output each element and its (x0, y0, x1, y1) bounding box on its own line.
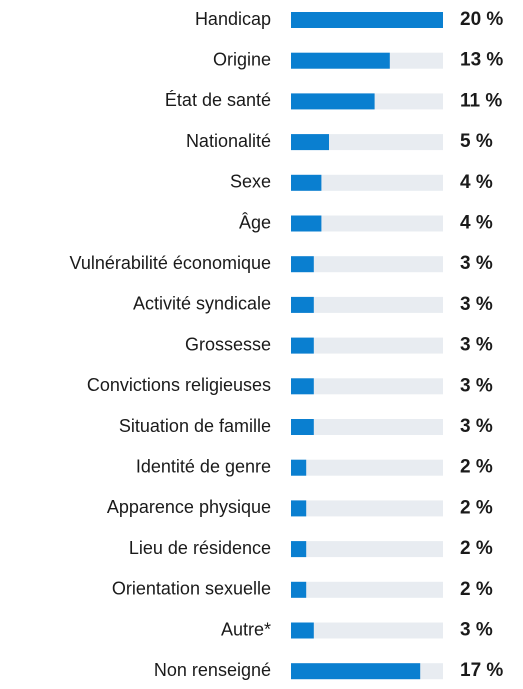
value-label: 2 % (460, 497, 493, 518)
bar (291, 296, 314, 313)
value-label: 3 % (460, 335, 493, 356)
bar-track (291, 256, 443, 273)
value-label: 4 % (460, 213, 493, 234)
bar-track (291, 378, 443, 395)
bar-track (291, 337, 443, 354)
category-label: Âge (239, 212, 271, 232)
value-label: 3 % (460, 620, 493, 641)
bar-track (291, 459, 443, 476)
bar (291, 134, 329, 151)
bar-track (291, 296, 443, 313)
value-label: 5 % (460, 131, 493, 152)
value-label: 13 % (460, 50, 503, 71)
category-label: Grossesse (185, 334, 271, 354)
category-label: Handicap (195, 9, 271, 29)
bar (291, 500, 307, 517)
value-label: 17 % (460, 660, 503, 681)
bar-track (291, 215, 443, 232)
bar (291, 622, 314, 639)
category-label: Origine (213, 49, 271, 69)
bar (291, 541, 307, 558)
category-label: Vulnérabilité économique (70, 253, 271, 273)
value-label: 3 % (460, 416, 493, 437)
category-label: Autre* (221, 619, 271, 639)
bar (291, 581, 307, 598)
bar (291, 378, 314, 395)
bar-track (291, 500, 443, 517)
bar (291, 12, 443, 28)
bar (291, 459, 307, 476)
bar (291, 337, 314, 354)
bar-track (291, 622, 443, 639)
category-label: Nationalité (186, 131, 271, 151)
bar-track (291, 541, 443, 558)
bar (291, 663, 421, 680)
bar (291, 215, 322, 232)
value-label: 3 % (460, 253, 493, 274)
value-label: 11 % (460, 90, 502, 111)
category-label: Sexe (230, 172, 271, 192)
category-label: Non renseigné (154, 660, 271, 680)
category-label: Convictions religieuses (87, 375, 271, 395)
category-label: Orientation sexuelle (112, 579, 271, 599)
category-label: Activité syndicale (133, 294, 271, 314)
bar-track (291, 174, 443, 191)
bar (291, 174, 322, 191)
value-label: 3 % (460, 294, 493, 315)
category-label: Identité de genre (136, 456, 271, 476)
category-label: État de santé (165, 90, 271, 110)
category-label: Situation de famille (119, 416, 271, 436)
value-label: 3 % (460, 375, 493, 396)
value-label: 2 % (460, 579, 493, 600)
value-label: 2 % (460, 457, 493, 478)
bar (291, 256, 314, 273)
value-label: 2 % (460, 538, 493, 559)
value-label: 20 % (460, 9, 503, 30)
bar-track (291, 581, 443, 598)
bar (291, 52, 390, 69)
bar (291, 419, 314, 435)
category-label: Apparence physique (107, 497, 271, 517)
category-label: Lieu de résidence (129, 538, 271, 558)
bar (291, 93, 375, 110)
value-label: 4 % (460, 172, 493, 193)
bar-track (291, 419, 443, 435)
